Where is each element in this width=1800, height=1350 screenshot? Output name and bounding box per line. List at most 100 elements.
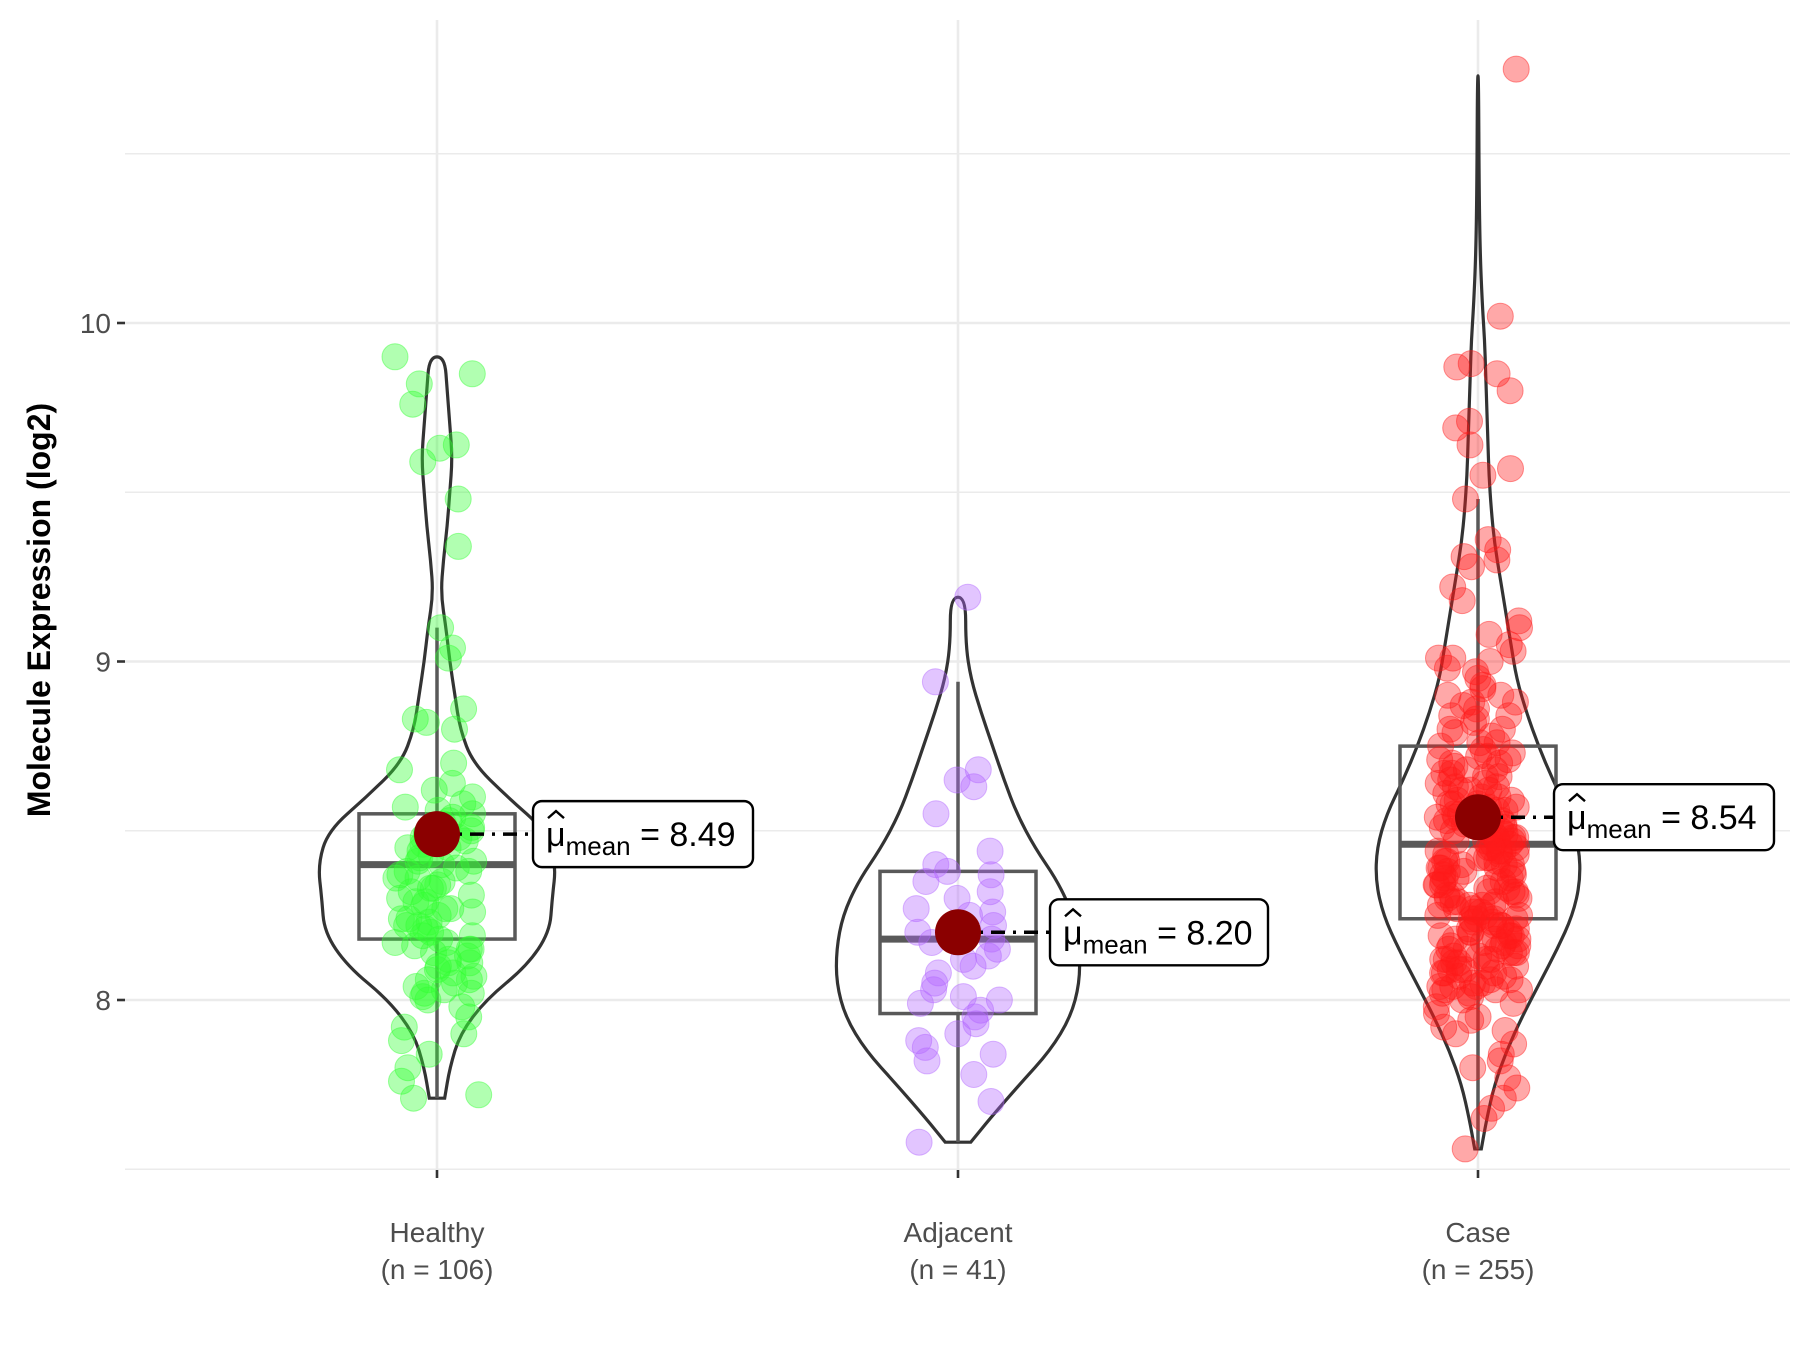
data-point-healthy	[419, 874, 447, 902]
data-point-adjacent	[959, 952, 987, 980]
data-point-case	[1452, 756, 1480, 784]
data-point-case	[1438, 702, 1466, 730]
data-point-case	[1490, 851, 1518, 879]
data-point-healthy	[441, 969, 468, 997]
data-point-adjacent	[977, 1088, 1005, 1115]
data-point-case	[1440, 942, 1468, 970]
data-point-case	[1495, 631, 1523, 659]
data-point-adjacent	[921, 969, 949, 997]
data-point-case	[1439, 644, 1467, 672]
data-point-case	[1504, 932, 1532, 960]
data-point-healthy	[399, 390, 427, 418]
data-point-healthy	[409, 448, 437, 476]
data-point-healthy	[387, 905, 415, 933]
data-point-case	[1422, 993, 1450, 1021]
data-point-case	[1457, 350, 1485, 378]
data-point-healthy	[393, 912, 421, 939]
data-point-adjacent	[904, 918, 932, 946]
data-point-case	[1458, 553, 1485, 581]
data-point-healthy	[457, 979, 485, 1007]
data-point-case	[1482, 868, 1510, 895]
data-point-healthy	[402, 973, 430, 1000]
data-point-case	[1458, 905, 1485, 933]
data-point-healthy	[397, 878, 425, 906]
data-point-healthy	[457, 935, 485, 963]
mean-value: = 8.20	[1148, 914, 1253, 952]
data-point-case	[1429, 871, 1456, 899]
data-point-case	[1456, 407, 1483, 435]
data-point-case	[1495, 918, 1523, 946]
data-point-case	[1457, 918, 1485, 946]
data-point-case	[1430, 759, 1458, 787]
data-point-healthy	[460, 962, 488, 990]
data-point-healthy	[415, 908, 443, 936]
data-point-adjacent	[905, 1027, 933, 1055]
data-point-case	[1496, 377, 1524, 405]
data-point-healthy	[386, 756, 413, 784]
data-point-adjacent	[985, 986, 1013, 1014]
data-point-case	[1495, 939, 1523, 967]
data-point-case	[1423, 871, 1451, 899]
data-point-case	[1499, 824, 1527, 851]
data-point-case	[1478, 722, 1506, 750]
violin-adjacent	[834, 595, 1082, 1144]
data-point-case	[1504, 925, 1532, 953]
data-point-case	[1438, 881, 1466, 909]
data-point-adjacent	[979, 898, 1007, 926]
data-point-healthy	[412, 708, 440, 736]
data-point-healthy	[388, 1067, 415, 1095]
data-point-case	[1496, 966, 1524, 994]
data-point-healthy	[434, 945, 462, 973]
data-point-adjacent	[905, 1128, 933, 1156]
data-point-case	[1430, 1013, 1458, 1041]
data-point-healthy	[409, 922, 437, 950]
data-point-healthy	[455, 966, 483, 994]
data-point-case	[1426, 891, 1454, 919]
data-point-case	[1457, 1006, 1485, 1034]
data-point-case	[1481, 925, 1509, 953]
data-point-healthy	[459, 800, 486, 828]
data-point-healthy	[431, 895, 459, 923]
data-point-case	[1501, 905, 1529, 933]
data-point-case	[1472, 945, 1500, 973]
data-point-case	[1462, 658, 1489, 686]
data-point-case	[1459, 908, 1487, 936]
data-point-case	[1444, 888, 1472, 916]
data-point-healthy	[395, 905, 423, 933]
data-point-healthy	[423, 956, 451, 983]
data-point-healthy	[401, 705, 429, 733]
mu-hat-symbol: μ	[546, 816, 566, 854]
data-point-case	[1469, 969, 1497, 997]
data-point-case	[1436, 715, 1464, 743]
data-point-case	[1486, 840, 1514, 868]
data-point-case	[1495, 922, 1523, 950]
data-point-case	[1429, 868, 1457, 895]
data-point-case	[1476, 648, 1504, 675]
data-point-adjacent	[977, 861, 1005, 889]
data-point-case	[1473, 952, 1501, 980]
data-point-healthy	[442, 431, 470, 459]
data-point-healthy	[455, 1003, 483, 1031]
data-point-healthy	[424, 952, 452, 980]
data-point-case	[1463, 695, 1490, 723]
data-point-healthy	[410, 979, 438, 1007]
data-point-healthy	[465, 1081, 493, 1109]
data-point-case	[1429, 945, 1457, 973]
data-point-case	[1423, 1000, 1450, 1027]
y-tick-label: 10	[80, 308, 111, 339]
data-point-case	[1480, 905, 1508, 933]
data-point-case	[1483, 847, 1511, 875]
data-point-case	[1459, 1054, 1487, 1082]
mu-hat-symbol: μ	[1567, 799, 1587, 837]
data-point-case	[1487, 912, 1515, 939]
data-point-case	[1431, 864, 1459, 892]
data-point-case	[1477, 945, 1505, 973]
data-point-case	[1476, 966, 1504, 994]
data-point-healthy	[386, 884, 414, 912]
mean-value: = 8.54	[1652, 799, 1757, 837]
data-point-case	[1424, 837, 1452, 865]
data-point-adjacent	[976, 878, 1004, 906]
data-point-case	[1439, 888, 1467, 916]
data-point-healthy	[455, 935, 483, 963]
